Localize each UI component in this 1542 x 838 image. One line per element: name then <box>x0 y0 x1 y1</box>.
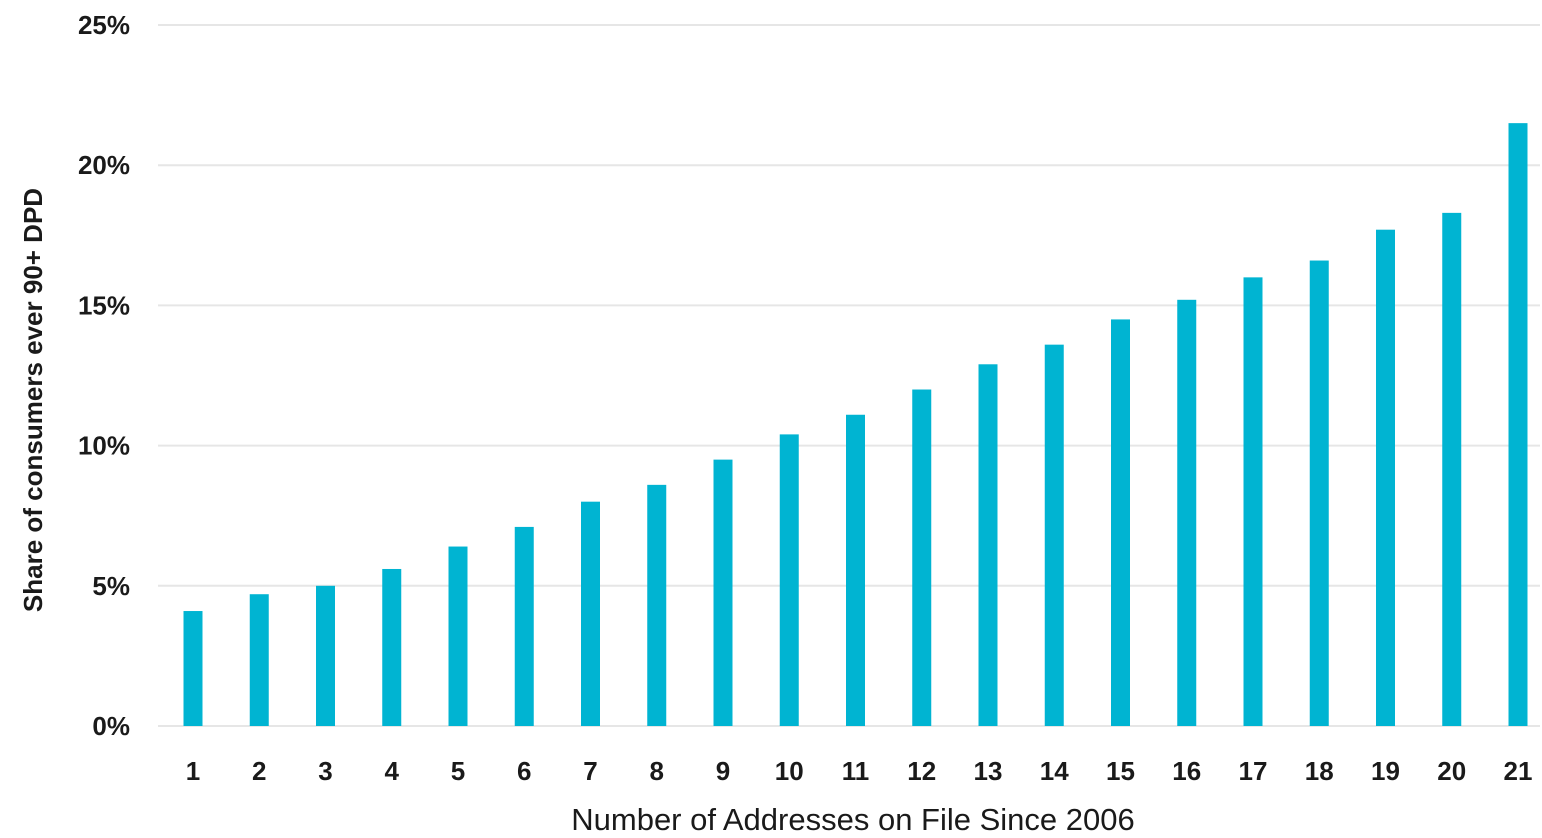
x-tick-label: 18 <box>1305 756 1334 786</box>
bar <box>1508 123 1528 726</box>
x-tick-label: 12 <box>907 756 936 786</box>
bar <box>647 484 667 726</box>
bar <box>1309 260 1329 726</box>
x-tick-label: 2 <box>252 756 266 786</box>
bar <box>1243 277 1263 726</box>
bar <box>514 526 534 726</box>
x-tick-label: 15 <box>1106 756 1135 786</box>
bar <box>978 364 998 726</box>
bar <box>1442 212 1462 727</box>
y-tick-label: 15% <box>78 290 130 320</box>
x-tick-label: 6 <box>517 756 531 786</box>
y-tick-label: 25% <box>78 10 130 40</box>
x-tick-label: 16 <box>1172 756 1201 786</box>
y-axis-title: Share of consumers ever 90+ DPD <box>18 188 48 612</box>
x-tick-label: 11 <box>842 756 870 786</box>
x-tick-label: 14 <box>1040 756 1069 786</box>
bar <box>1044 344 1064 726</box>
bar <box>912 389 932 726</box>
y-tick-label: 20% <box>78 150 130 180</box>
bar <box>316 585 335 726</box>
x-tick-label: 13 <box>974 756 1003 786</box>
x-tick-labels: 1 2 3 4 5 6 7 8 9 10 11 12 13 14 15 16 17 18 19 20 21 <box>186 756 1533 786</box>
bars <box>183 123 1528 727</box>
x-tick-label: 20 <box>1437 756 1466 786</box>
x-tick-label: 10 <box>775 756 804 786</box>
x-axis-title: Number of Addresses on File Since 2006 <box>571 802 1134 837</box>
x-tick-label: 3 <box>318 756 332 786</box>
bar <box>581 501 600 726</box>
x-tick-label: 19 <box>1371 756 1400 786</box>
bar <box>1111 319 1130 726</box>
bar <box>713 459 733 726</box>
x-tick-label: 5 <box>451 756 465 786</box>
bar <box>249 594 269 726</box>
x-tick-label: 7 <box>583 756 597 786</box>
bar <box>382 568 402 726</box>
bar <box>183 611 203 726</box>
bar <box>846 414 865 726</box>
x-tick-label: 4 <box>385 756 400 786</box>
bar <box>448 546 468 726</box>
bar <box>1376 229 1395 726</box>
x-tick-label: 21 <box>1504 756 1533 786</box>
x-tick-label: 1 <box>186 756 200 786</box>
bar <box>779 434 799 726</box>
y-tick-label: 0% <box>92 711 130 741</box>
y-tick-label: 5% <box>92 571 130 601</box>
x-tick-label: 8 <box>650 756 664 786</box>
bar <box>1177 299 1197 726</box>
y-tick-labels: 0% 5% 10% 15% 20% 25% <box>78 10 130 741</box>
x-tick-label: 9 <box>716 756 730 786</box>
y-tick-label: 10% <box>78 431 130 461</box>
x-tick-label: 17 <box>1239 756 1268 786</box>
